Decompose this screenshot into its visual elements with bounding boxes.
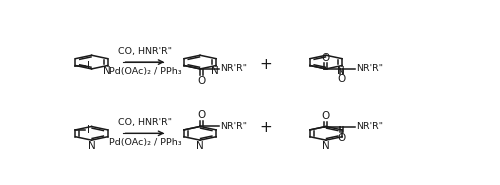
Text: O: O xyxy=(197,110,205,120)
Text: O: O xyxy=(321,111,330,121)
Text: N: N xyxy=(337,66,345,76)
Text: I: I xyxy=(86,125,90,135)
Text: O: O xyxy=(338,75,345,85)
Text: Pd(OAc)₂ / PPh₃: Pd(OAc)₂ / PPh₃ xyxy=(108,67,181,76)
Text: N: N xyxy=(322,141,330,151)
Text: NR'R": NR'R" xyxy=(356,64,384,73)
Text: I: I xyxy=(86,60,90,70)
Text: CO, HNR'R": CO, HNR'R" xyxy=(118,47,172,56)
Text: NR'R": NR'R" xyxy=(220,64,247,73)
Text: N: N xyxy=(102,66,110,76)
Text: O: O xyxy=(338,133,345,143)
Text: O: O xyxy=(197,76,205,86)
Text: +: + xyxy=(260,120,272,135)
Text: O: O xyxy=(321,53,330,63)
Text: Pd(OAc)₂ / PPh₃: Pd(OAc)₂ / PPh₃ xyxy=(108,138,181,147)
Text: N: N xyxy=(196,141,204,151)
Text: N: N xyxy=(88,141,96,151)
Text: N: N xyxy=(211,66,219,76)
Text: NR'R": NR'R" xyxy=(220,122,247,131)
Text: CO, HNR'R": CO, HNR'R" xyxy=(118,118,172,127)
Text: +: + xyxy=(260,57,272,73)
Text: NR'R": NR'R" xyxy=(356,122,384,131)
